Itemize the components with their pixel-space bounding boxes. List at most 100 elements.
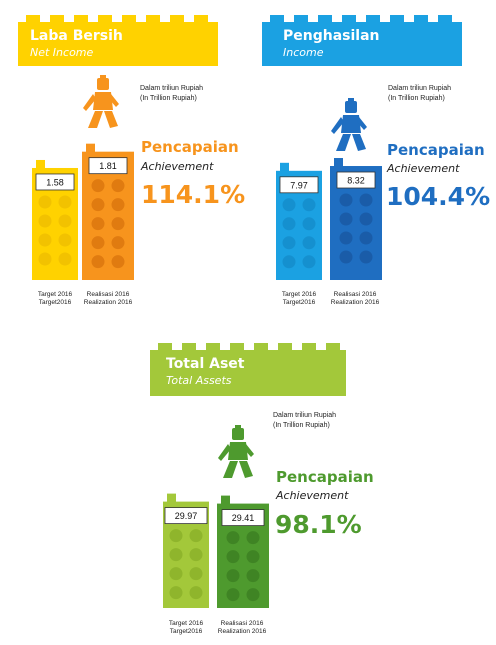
category-label-realization-line2: Realization 2016 (330, 299, 380, 306)
figure-torso (228, 442, 248, 460)
figure-leg-right (239, 461, 253, 478)
chart-subtitle: Total Assets (166, 374, 232, 387)
banner-stud (390, 15, 404, 23)
bar-dot (302, 217, 316, 231)
bar-stud (280, 162, 289, 172)
category-label-target-line2: Target2016 (169, 628, 203, 635)
achievement-subtitle: Achievement (276, 489, 349, 502)
category-label-target-line1: Target 2016 (281, 291, 317, 298)
figure-arm-left (218, 444, 231, 461)
data-label: 1.81 (99, 161, 117, 171)
bar-dot (91, 255, 105, 269)
figure-torso (93, 92, 113, 110)
bar-target: 29.97 (163, 493, 209, 608)
bar-dot (189, 586, 203, 600)
achievement-title: Pencapaian (387, 141, 485, 159)
chart-title: Laba Bersih (30, 28, 123, 44)
figure-arm-right (244, 444, 254, 457)
banner-stud (342, 15, 356, 23)
bar-stud (86, 143, 95, 153)
bar-dot (226, 550, 240, 564)
banner-stud (366, 15, 380, 23)
figure-arm-left (331, 117, 344, 134)
bar-dot (169, 586, 183, 600)
bar-dot (359, 231, 373, 245)
banner-stud (302, 343, 316, 351)
unit-label-line1: Dalam triliun Rupiah (388, 85, 452, 92)
achievement-subtitle: Achievement (141, 160, 214, 173)
unit-label-line2: (In Trillion Rupiah) (388, 95, 445, 102)
banner-stud (182, 343, 196, 351)
bar-dot (359, 212, 373, 226)
banner-stud (438, 15, 452, 23)
achievement-value: 114.1% (141, 180, 246, 209)
bar-dot (226, 588, 240, 602)
bar-dot (169, 567, 183, 581)
figure-leg-left (88, 111, 103, 128)
bar-dot (38, 214, 52, 228)
figure-arm-right (357, 117, 367, 130)
figure-arm-left (83, 94, 96, 111)
bar-dot (282, 198, 296, 212)
category-label-realization-line1: Realisasi 2016 (220, 620, 264, 627)
bar-realization: 29.41 (217, 495, 269, 608)
bar-realization: 8.32 (330, 158, 382, 280)
bar-dot (38, 233, 52, 247)
bar (276, 170, 322, 280)
banner-stud (230, 343, 244, 351)
banner-stud (158, 343, 172, 351)
banner-stud (50, 15, 64, 23)
banner-stud (98, 15, 112, 23)
bar-dot (91, 198, 105, 212)
banner-stud (318, 15, 332, 23)
bar-dot (91, 179, 105, 193)
banner-stud (326, 343, 340, 351)
bar-target: 7.97 (276, 162, 322, 280)
value-label-box (164, 507, 208, 525)
bar-dot (189, 548, 203, 562)
walking-figure-icon (218, 425, 254, 478)
figure-head (232, 428, 244, 440)
banner-stud (26, 15, 40, 23)
unit-label-line2: (In Trillion Rupiah) (273, 422, 330, 429)
figure-arm-right (109, 94, 119, 107)
chart-subtitle: Income (283, 46, 324, 59)
bar-dot (339, 193, 353, 207)
bar-dot (111, 236, 125, 250)
bar-stud (36, 159, 45, 169)
bar-dot (302, 255, 316, 269)
banner-stud (294, 15, 308, 23)
bar-dot (111, 255, 125, 269)
bar-dot (91, 236, 105, 250)
category-label-realization-line2: Realization 2016 (83, 299, 133, 306)
bar-dot (189, 529, 203, 543)
bar-dot (226, 569, 240, 583)
bar-dot (339, 231, 353, 245)
bar-dot (111, 217, 125, 231)
walking-figure-icon (331, 98, 367, 151)
banner-stud (74, 15, 88, 23)
unit-label-line1: Dalam triliun Rupiah (273, 412, 337, 419)
banner-stud (254, 343, 268, 351)
bar-dot (226, 531, 240, 545)
achievement-value: 104.4% (386, 182, 491, 211)
unit-label-line1: Dalam triliun Rupiah (140, 85, 204, 92)
bar-dot (282, 217, 296, 231)
bar-dot (58, 195, 72, 209)
category-label-realization-line1: Realisasi 2016 (86, 291, 130, 298)
bar-stud (221, 495, 230, 505)
category-label-target-line2: Target2016 (38, 299, 72, 306)
value-label-box (88, 157, 128, 175)
bar-stud (167, 493, 176, 503)
achievement-title: Pencapaian (141, 138, 239, 156)
category-label-target-line1: Target 2016 (168, 620, 204, 627)
bar-dot (339, 212, 353, 226)
banner-stud (278, 343, 292, 351)
figure-head-stud (348, 98, 354, 102)
bar-dot (302, 236, 316, 250)
banner-stud (170, 15, 184, 23)
figure-head (97, 78, 109, 90)
bar-dot (111, 198, 125, 212)
data-label: 1.58 (46, 177, 64, 187)
bar-dot (58, 233, 72, 247)
